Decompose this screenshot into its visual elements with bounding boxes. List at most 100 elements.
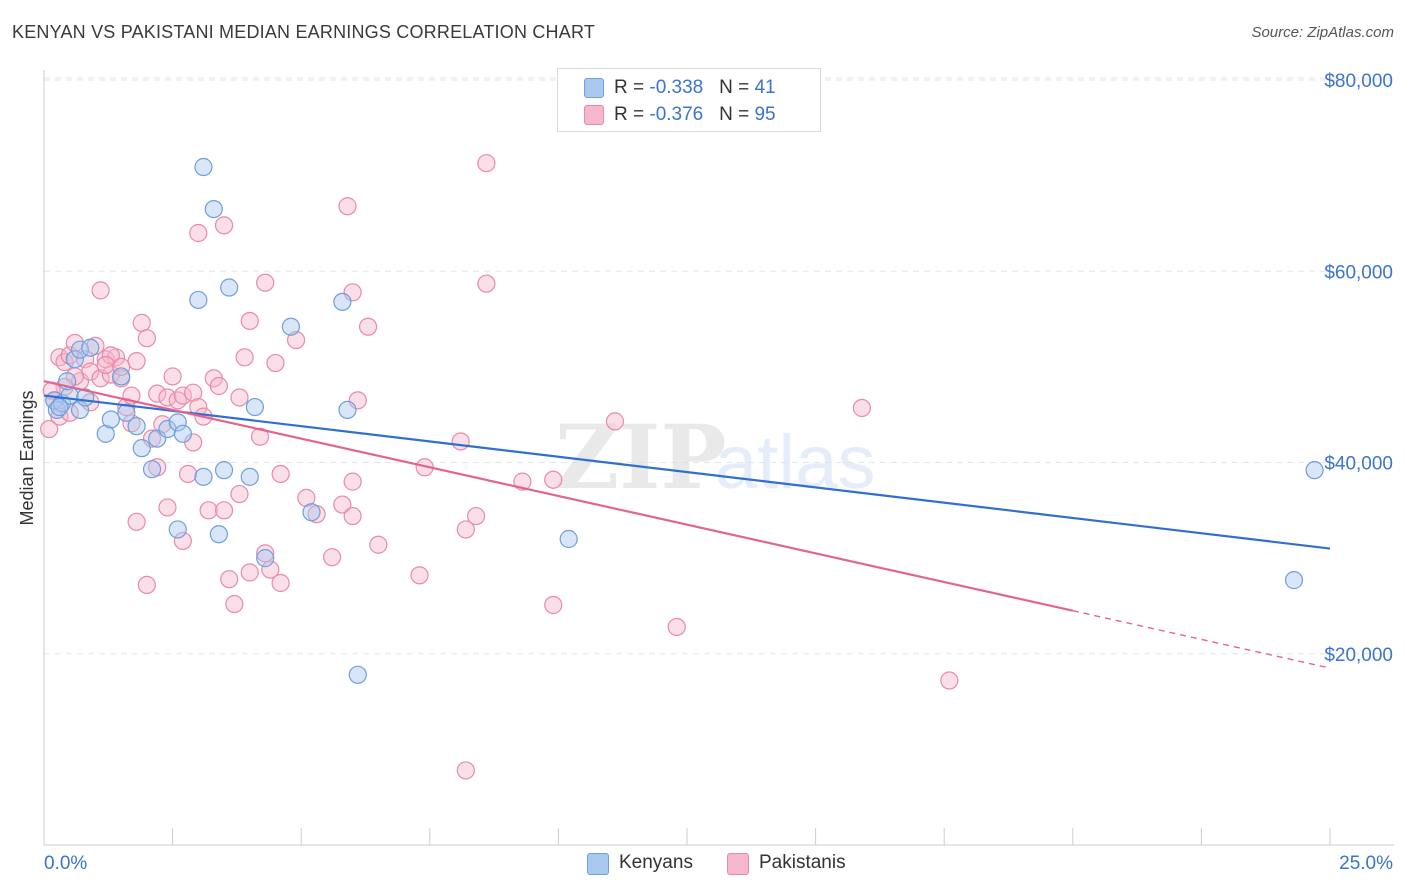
kenyan-point	[142, 460, 162, 479]
pakistani-point	[199, 501, 218, 520]
pakistani-point	[477, 154, 496, 173]
kenyan-point	[209, 525, 228, 544]
pakistani-point	[96, 355, 115, 375]
pakistani-point	[266, 353, 285, 373]
pakistani-point	[271, 573, 290, 593]
watermark-zip: ZIP	[555, 405, 727, 509]
kenyan-legend-swatch	[587, 853, 609, 875]
pakistani-point	[477, 274, 496, 293]
pakistani-point	[101, 346, 120, 365]
kenyan-trend-line	[43, 394, 1331, 550]
pakistani-point	[173, 386, 192, 405]
pakistani-swatch	[584, 105, 604, 125]
pakistani-point	[358, 317, 378, 336]
pakistani-point	[369, 535, 388, 554]
kenyan-point	[189, 290, 208, 310]
stats-legend: R = -0.338 N = 41 R = -0.376 N = 95	[557, 68, 821, 132]
pakistani-point	[122, 414, 141, 433]
y-axis-title: Median Earnings	[17, 390, 37, 525]
kenyan-point	[168, 413, 187, 432]
pakistani-point	[214, 216, 234, 235]
kenyan-point	[220, 278, 239, 297]
pakistani-point	[333, 495, 352, 514]
pakistani-point	[230, 484, 249, 504]
pakistani-point	[456, 520, 475, 539]
pakistani-point	[91, 281, 110, 300]
source-credit: Source: ZipAtlas.com	[1251, 24, 1394, 41]
pakistani-point	[667, 617, 686, 637]
kenyan-point	[132, 439, 151, 458]
y-tick-label: $20,000	[1324, 645, 1393, 666]
pakistani-point	[178, 464, 198, 484]
pakistani-point	[544, 470, 563, 489]
pakistani-point	[173, 531, 192, 551]
pakistani-point	[148, 384, 167, 403]
kenyan-point	[1305, 461, 1324, 480]
kenyan-point	[168, 520, 187, 539]
pakistani-point	[605, 412, 625, 431]
trend-lines	[43, 380, 1331, 669]
pakistani-trend-line	[43, 380, 1074, 612]
pakistani-point	[338, 197, 357, 216]
pakistani-point	[852, 398, 871, 418]
y-tick-label: $80,000	[1324, 71, 1393, 92]
axes	[43, 70, 1394, 846]
pakistani-point	[271, 464, 290, 484]
chart-title: KENYAN VS PAKISTANI MEDIAN EARNINGS CORR…	[12, 22, 596, 42]
pakistani-point	[158, 498, 177, 517]
pakistani-point	[189, 223, 208, 243]
pakistani-point	[137, 329, 156, 348]
pakistani-point	[127, 512, 146, 531]
pakistani-point	[240, 311, 259, 331]
pakistani-point	[184, 383, 203, 402]
kenyan-point	[348, 665, 367, 684]
kenyan-point	[245, 397, 265, 417]
kenyan-point	[1284, 571, 1304, 590]
kenyan-point	[194, 157, 213, 177]
pakistani-point	[132, 313, 151, 332]
pakistani-point	[286, 331, 306, 350]
kenyan-point	[204, 199, 223, 219]
pakistani-point	[322, 548, 342, 567]
kenyan-point	[338, 400, 357, 420]
pakistani-legend-swatch	[727, 853, 749, 875]
x-tick-label-min: 0.0%	[44, 853, 87, 874]
x-ticks	[43, 828, 1331, 845]
kenyan-point	[214, 461, 234, 480]
legend-text-kenyans: R = -0.338 N = 41	[614, 77, 776, 98]
kenyan-point	[65, 350, 84, 369]
pakistani-point	[91, 369, 110, 388]
pakistani-point	[256, 273, 275, 292]
kenyan-legend-label: Kenyans	[619, 852, 693, 873]
y-tick-label: $60,000	[1324, 262, 1393, 283]
pakistani-point	[456, 761, 475, 780]
kenyan-point	[50, 397, 69, 417]
kenyan-point	[559, 529, 578, 549]
pakistani-point	[466, 506, 486, 526]
pakistani-point	[544, 595, 563, 615]
pakistani-point	[297, 488, 316, 507]
pakistani-point	[40, 419, 59, 439]
pakistani-point	[214, 501, 234, 520]
pakistani-point	[256, 544, 275, 563]
kenyan-point	[127, 417, 146, 436]
pakistani-point	[127, 352, 146, 371]
kenyan-point	[302, 503, 321, 522]
kenyan-point	[173, 424, 192, 443]
pakistani-point	[451, 432, 470, 451]
legend-text-pakistanis: R = -0.376 N = 95	[614, 104, 776, 125]
kenyan-point	[96, 424, 115, 443]
y-tick-labels: $20,000 $40,000 $60,000 $80,000	[1324, 71, 1393, 666]
pakistani-trend-extension	[1072, 610, 1331, 669]
pakistani-point	[250, 427, 270, 446]
kenyan-point	[101, 410, 120, 429]
kenyan-point	[194, 467, 213, 486]
pakistani-point	[137, 575, 156, 595]
pakistani-point	[209, 376, 228, 396]
kenyan-point	[256, 549, 275, 568]
pakistani-points	[40, 154, 959, 780]
pakistani-point	[163, 367, 182, 386]
kenyan-swatch	[584, 78, 604, 98]
pakistani-point	[230, 388, 249, 407]
y-tick-label: $40,000	[1324, 454, 1393, 475]
